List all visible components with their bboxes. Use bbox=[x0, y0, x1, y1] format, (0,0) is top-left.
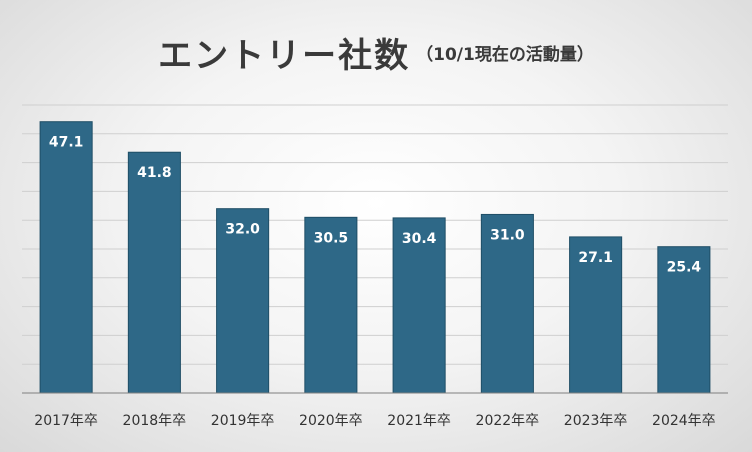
bar-2024年卒 bbox=[657, 246, 711, 394]
bar-2020年卒 bbox=[304, 216, 358, 394]
data-label: 27.1 bbox=[578, 250, 613, 266]
chart-title: エントリー社数 bbox=[158, 36, 411, 76]
labels: 47.1 2017年卒 41.8 2018年卒 32.0 2019年卒 30.5 2020年卒… bbox=[34, 135, 715, 429]
data-label: 47.1 bbox=[49, 135, 84, 151]
data-label: 30.5 bbox=[314, 230, 349, 246]
x-tick-label: 2021年卒 bbox=[387, 413, 451, 429]
data-label: 31.0 bbox=[490, 227, 525, 243]
bar-2021年卒 bbox=[392, 217, 446, 394]
x-tick-label: 2018年卒 bbox=[123, 413, 187, 429]
bar-2022年卒 bbox=[480, 213, 534, 394]
chart-subtitle: （10/1現在の活動量） bbox=[416, 45, 594, 65]
bar-2017年卒 bbox=[39, 121, 93, 394]
data-label: 30.4 bbox=[402, 231, 437, 247]
x-tick-label: 2017年卒 bbox=[34, 413, 98, 429]
bars bbox=[39, 121, 711, 394]
data-label: 32.0 bbox=[225, 222, 260, 238]
data-label: 25.4 bbox=[667, 260, 702, 276]
bar-2018年卒 bbox=[127, 151, 181, 394]
data-label: 41.8 bbox=[137, 165, 172, 181]
bar-2019年卒 bbox=[216, 208, 270, 394]
x-tick-label: 2022年卒 bbox=[476, 413, 540, 429]
x-tick-label: 2020年卒 bbox=[299, 413, 363, 429]
x-tick-label: 2023年卒 bbox=[564, 413, 628, 429]
x-tick-label: 2024年卒 bbox=[652, 413, 716, 429]
title-row: エントリー社数 （10/1現在の活動量） bbox=[0, 28, 752, 77]
x-tick-label: 2019年卒 bbox=[211, 413, 275, 429]
